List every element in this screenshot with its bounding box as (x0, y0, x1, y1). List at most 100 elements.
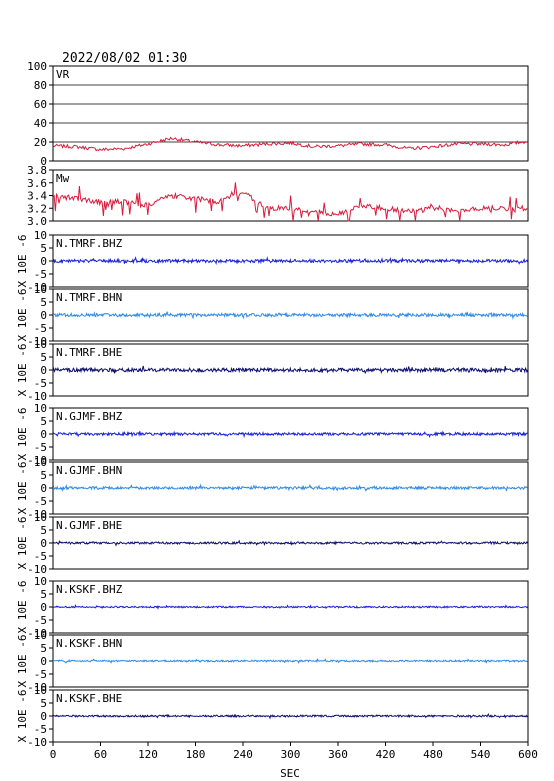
panel-label: N.GJMF.BHN (56, 464, 122, 477)
y-tick-label: 0 (40, 428, 47, 441)
x-tick-label: 540 (471, 748, 491, 761)
y-axis-label: X 10E -6 (16, 344, 29, 397)
y-tick-label: 0 (40, 482, 47, 495)
y-tick-label: 5 (40, 524, 47, 537)
panel-label: N.KSKF.BHE (56, 692, 122, 705)
y-tick-label: 0 (40, 601, 47, 614)
y-tick-label: 3.2 (27, 202, 47, 215)
y-tick-label: 0 (40, 364, 47, 377)
y-tick-label: 3.0 (27, 215, 47, 228)
x-tick-label: 120 (138, 748, 158, 761)
y-tick-label: 5 (40, 469, 47, 482)
y-tick-label: 10 (34, 629, 47, 642)
y-tick-label: 0 (40, 255, 47, 268)
y-tick-label: 5 (40, 242, 47, 255)
x-tick-label: 420 (376, 748, 396, 761)
y-tick-label: 20 (34, 136, 47, 149)
series-line (52, 256, 529, 266)
y-tick-label: -10 (27, 390, 47, 403)
y-tick-label: 10 (34, 338, 47, 351)
series-line (52, 713, 528, 720)
y-axis-label: X 10E -6 (16, 289, 29, 342)
x-tick-label: 180 (186, 748, 206, 761)
y-tick-label: 5 (40, 351, 47, 364)
x-tick-label: 600 (518, 748, 538, 761)
y-tick-label: 100 (27, 60, 47, 73)
y-tick-label: -10 (27, 627, 47, 640)
y-tick-label: 3.6 (27, 177, 47, 190)
series-line (52, 182, 528, 222)
series-line (52, 539, 529, 547)
y-tick-label: 5 (40, 296, 47, 309)
y-tick-label: 0 (40, 309, 47, 322)
panel-label: N.GJMF.BHE (56, 519, 122, 532)
panel-label: N.TMRF.BHZ (56, 237, 123, 250)
series-line (52, 658, 528, 664)
y-tick-label: -5 (34, 550, 47, 563)
panels: 100806040200VR3.83.63.43.23.0Mw1050-5-10… (16, 60, 529, 749)
panel-label: N.KSKF.BHN (56, 637, 122, 650)
y-tick-label: 5 (40, 697, 47, 710)
y-axis-label: X 10E -6 (16, 462, 29, 515)
panel-label: Mw (56, 172, 70, 185)
y-tick-label: 3.8 (27, 164, 47, 177)
y-tick-label: 5 (40, 415, 47, 428)
y-tick-label: -5 (34, 268, 47, 281)
x-axis-label: SEC (280, 767, 300, 780)
y-axis-label: X 10E -6 (16, 581, 29, 634)
series-line (52, 311, 528, 320)
y-tick-label: -5 (34, 668, 47, 681)
y-tick-label: -5 (34, 495, 47, 508)
y-tick-label: 5 (40, 588, 47, 601)
y-axis-label: X 10E -6 (16, 408, 29, 461)
y-tick-label: -10 (27, 335, 47, 348)
y-tick-label: -10 (27, 563, 47, 576)
panel-label: VR (56, 68, 70, 81)
panel-label: N.KSKF.BHZ (56, 583, 123, 596)
x-axis: 0 60 120 180 240 300 360 420 480 540 600 (50, 742, 538, 761)
y-tick-label: -10 (27, 454, 47, 467)
panel-label: N.TMRF.BHE (56, 346, 122, 359)
y-tick-label: -5 (34, 322, 47, 335)
y-tick-label: 10 (34, 229, 47, 242)
y-axis-label: X 10E -6 (16, 235, 29, 288)
y-tick-label: 60 (34, 98, 47, 111)
y-tick-label: 10 (34, 456, 47, 469)
panel-frame (52, 169, 529, 222)
panel-label: N.TMRF.BHN (56, 291, 122, 304)
y-tick-label: 40 (34, 117, 47, 130)
y-tick-label: 0 (40, 655, 47, 668)
y-tick-label: 10 (34, 575, 47, 588)
header-timestamp: 2022/08/02 01:30 (62, 51, 187, 66)
x-tick-label: 360 (328, 748, 348, 761)
series-line (52, 603, 529, 610)
panel-mw: 3.83.63.43.23.0 Mw (27, 164, 529, 228)
y-tick-label: 0 (40, 537, 47, 550)
x-tick-label: 0 (50, 748, 57, 761)
y-tick-label: 10 (34, 684, 47, 697)
y-tick-label: 0 (40, 710, 47, 723)
series-line (52, 136, 528, 152)
series-line (52, 365, 529, 375)
x-tick-label: 300 (281, 748, 301, 761)
y-tick-label: -5 (34, 614, 47, 627)
y-tick-label: -5 (34, 377, 47, 390)
y-tick-label: -10 (27, 508, 47, 521)
panel-frame (52, 65, 529, 162)
y-tick-label: 10 (34, 402, 47, 415)
y-tick-label: 0 (40, 155, 47, 168)
y-axis-label: X 10E -6 (16, 635, 29, 688)
y-tick-label: -10 (27, 281, 47, 294)
y-tick-label: -10 (27, 736, 47, 749)
y-tick-label: 80 (34, 79, 47, 92)
y-tick-label: -5 (34, 723, 47, 736)
